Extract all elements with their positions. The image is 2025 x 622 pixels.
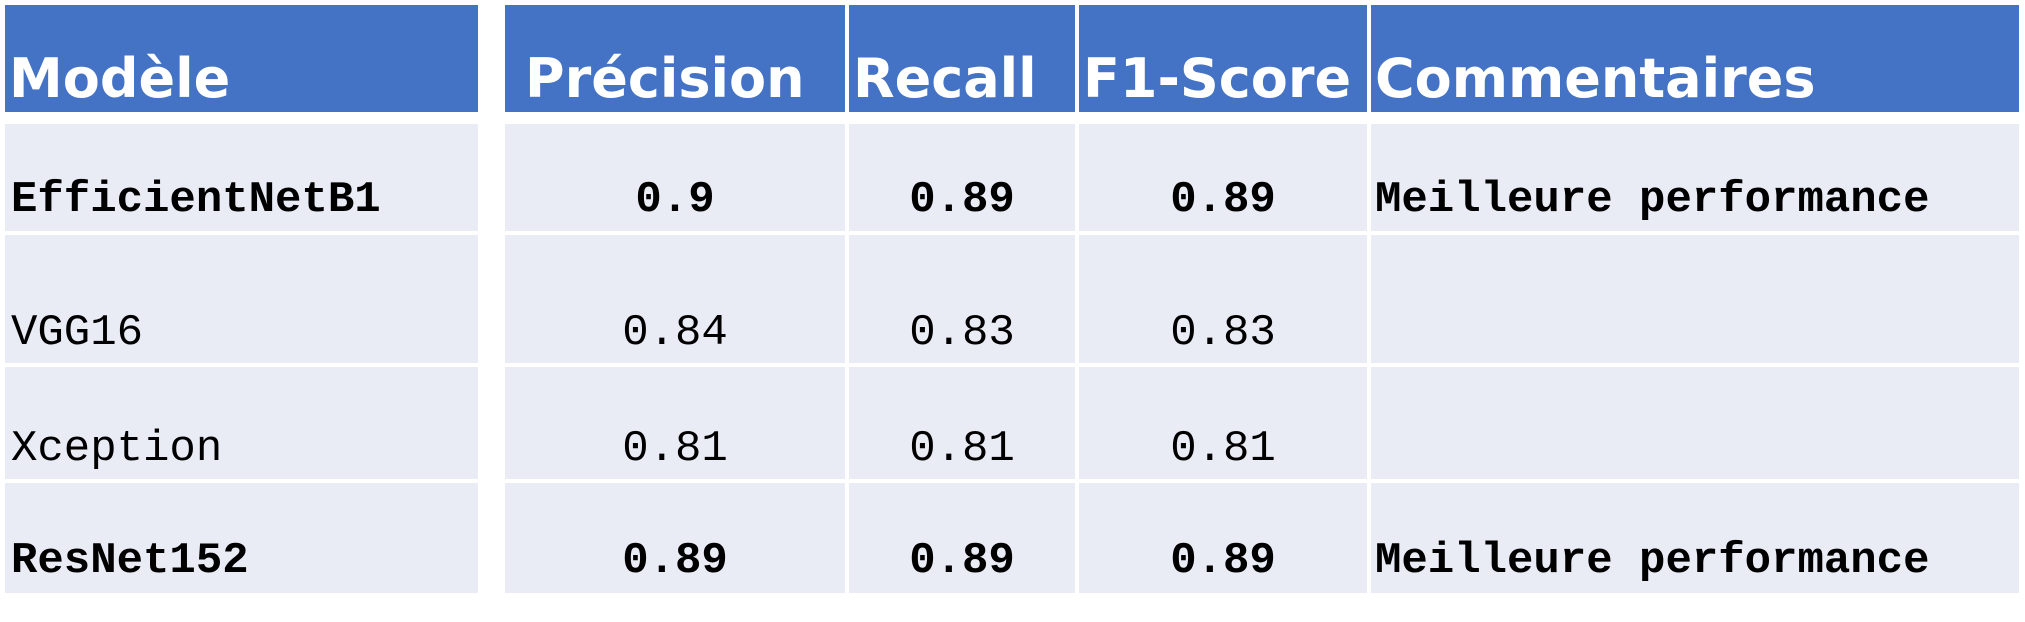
row-4-comment: Meilleure performance xyxy=(1375,536,1930,586)
header-precision: Précision xyxy=(505,5,845,112)
header-f1-score-label: F1-Score xyxy=(1083,47,1352,110)
table-row-3-recall: 0.81 xyxy=(849,367,1075,479)
header-recall: Recall xyxy=(849,5,1075,112)
row-1-comment: Meilleure performance xyxy=(1375,175,1930,225)
table-row-3-f1: 0.81 xyxy=(1079,367,1367,479)
table-row-2-model: VGG16 xyxy=(5,235,478,363)
table-row-4-recall: 0.89 xyxy=(849,483,1075,593)
header-model-label: Modèle xyxy=(9,47,231,110)
row-4-recall: 0.89 xyxy=(909,536,1015,586)
table-row-2-precision: 0.84 xyxy=(505,235,845,363)
table-row-3-model: Xception xyxy=(5,367,478,479)
table-row-2-comment xyxy=(1371,235,2019,363)
row-2-recall: 0.83 xyxy=(909,308,1015,358)
table-row-2-f1: 0.83 xyxy=(1079,235,1367,363)
row-3-precision: 0.81 xyxy=(622,424,728,474)
table-row-2-recall: 0.83 xyxy=(849,235,1075,363)
table-row-1-precision: 0.9 xyxy=(505,124,845,231)
header-recall-label: Recall xyxy=(853,47,1037,110)
header-precision-label: Précision xyxy=(525,47,805,110)
row-1-precision: 0.9 xyxy=(635,175,715,225)
row-1-f1: 0.89 xyxy=(1170,175,1276,225)
table-row-3-precision: 0.81 xyxy=(505,367,845,479)
header-comments: Commentaires xyxy=(1371,5,2019,112)
row-4-f1: 0.89 xyxy=(1170,536,1276,586)
row-1-model: EfficientNetB1 xyxy=(11,175,381,225)
row-1-recall: 0.89 xyxy=(909,175,1015,225)
row-3-recall: 0.81 xyxy=(909,424,1015,474)
row-2-f1: 0.83 xyxy=(1170,308,1276,358)
row-2-precision: 0.84 xyxy=(622,308,728,358)
table-row-4-model: ResNet152 xyxy=(5,483,478,593)
table-row-1-recall: 0.89 xyxy=(849,124,1075,231)
header-f1-score: F1-Score xyxy=(1079,5,1367,112)
row-4-precision: 0.89 xyxy=(622,536,728,586)
row-3-f1: 0.81 xyxy=(1170,424,1276,474)
table-row-1-model: EfficientNetB1 xyxy=(5,124,478,231)
header-comments-label: Commentaires xyxy=(1375,47,1816,110)
row-4-model: ResNet152 xyxy=(11,536,249,586)
table-row-4-f1: 0.89 xyxy=(1079,483,1367,593)
header-model: Modèle xyxy=(5,5,478,112)
row-2-model: VGG16 xyxy=(11,308,144,358)
table-row-4-comment: Meilleure performance xyxy=(1371,483,2019,593)
table-row-3-comment xyxy=(1371,367,2019,479)
row-3-model: Xception xyxy=(11,424,223,474)
table-row-1-comment: Meilleure performance xyxy=(1371,124,2019,231)
table-row-1-f1: 0.89 xyxy=(1079,124,1367,231)
table-row-4-precision: 0.89 xyxy=(505,483,845,593)
